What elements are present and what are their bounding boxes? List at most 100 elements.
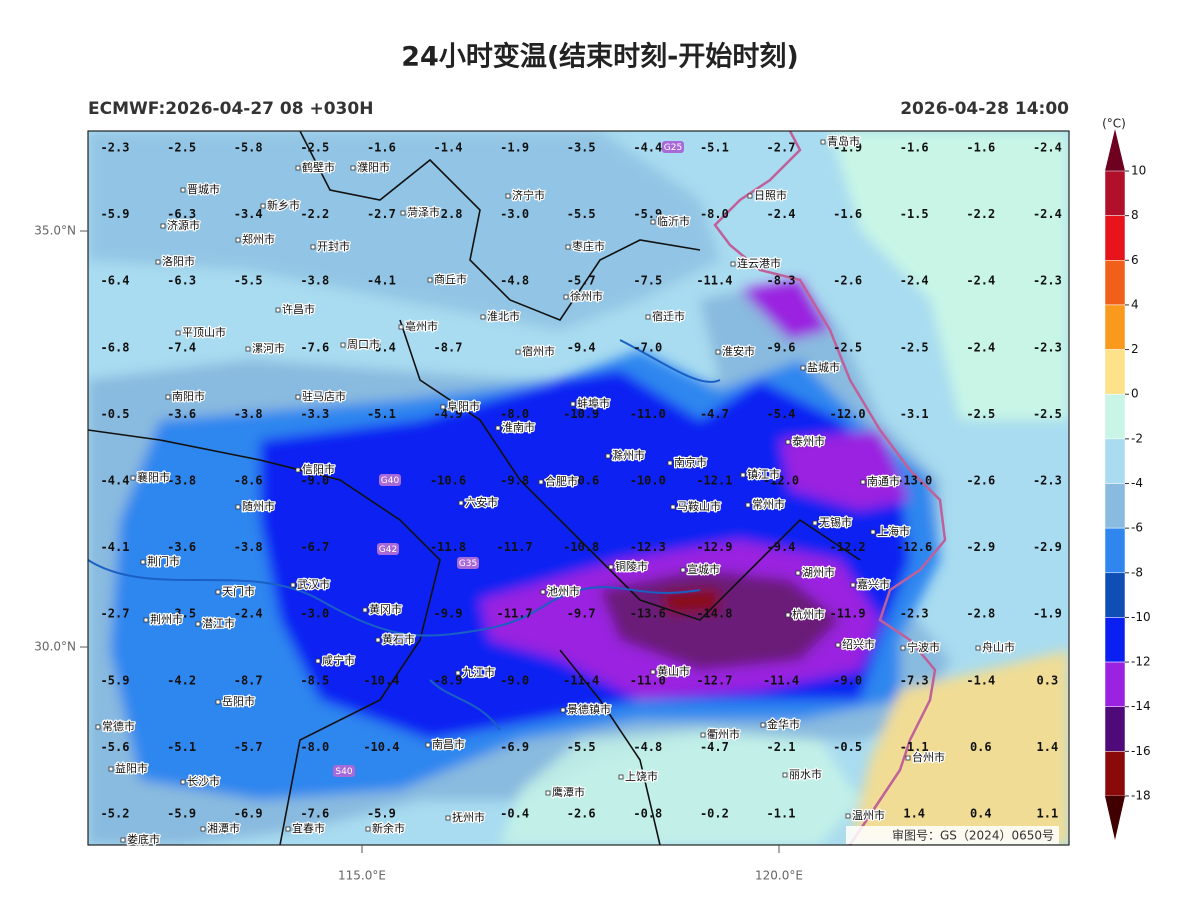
grid-value: -5.9 xyxy=(101,673,130,687)
city-marker xyxy=(747,193,753,199)
city-name: 宿迁市 xyxy=(652,309,685,323)
grid-value: -1.9 xyxy=(833,141,862,155)
city-name: 合肥市 xyxy=(545,474,578,488)
city-name: 漯河市 xyxy=(252,341,285,355)
grid-value: -9.4 xyxy=(767,540,796,554)
city-name: 黄山市 xyxy=(657,664,690,678)
grid-value: -6.4 xyxy=(101,274,130,288)
city-name: 六安市 xyxy=(465,495,498,509)
city-marker xyxy=(820,139,826,145)
city-marker xyxy=(785,439,791,445)
city-marker xyxy=(667,460,673,466)
grid-value: -11.4 xyxy=(696,274,732,288)
colorbar-tick-label: -4 xyxy=(1131,476,1143,490)
grid-value: -11.4 xyxy=(763,673,799,687)
grid-value: -4.7 xyxy=(700,740,729,754)
city-name: 潜江市 xyxy=(202,616,235,630)
city-marker xyxy=(608,564,614,570)
grid-value: -7.0 xyxy=(633,340,662,354)
city-name: 新乡市 xyxy=(267,198,300,212)
grid-value: -2.5 xyxy=(167,141,196,155)
grid-value: -2.6 xyxy=(567,807,596,821)
city-name: 宜春市 xyxy=(292,821,325,835)
road-label: G25 xyxy=(664,143,682,153)
colorbar-tick-label: -6 xyxy=(1131,521,1143,535)
grid-value: -4.2 xyxy=(167,673,196,687)
city-marker xyxy=(835,642,841,648)
grid-value: -4.8 xyxy=(500,274,529,288)
colorbar-band xyxy=(1104,527,1126,574)
colorbar-band xyxy=(1104,170,1126,216)
city-marker xyxy=(650,669,656,675)
city-marker xyxy=(845,813,851,819)
colorbar-band xyxy=(1104,661,1126,707)
grid-value: -13.6 xyxy=(630,607,666,621)
grid-value: -2.6 xyxy=(966,474,995,488)
city-marker xyxy=(515,349,521,355)
city-marker xyxy=(130,475,136,481)
city-name: 武汉市 xyxy=(297,577,330,591)
city-marker xyxy=(570,401,576,407)
grid-value: -4.4 xyxy=(633,141,662,155)
grid-value: -0.8 xyxy=(633,807,662,821)
road-badge xyxy=(379,474,401,486)
grid-value: -0.5 xyxy=(833,740,862,754)
city-marker xyxy=(905,755,911,761)
lat-label: 35.0°N xyxy=(34,224,76,238)
title: 24小时变温(结束时刻-开始时刻) xyxy=(401,41,798,73)
grid-value: -8.5 xyxy=(300,673,329,687)
city-marker xyxy=(618,774,624,780)
colorbar-tick-label: 6 xyxy=(1131,253,1139,267)
grid-value: -1.6 xyxy=(833,207,862,221)
city-name: 常州市 xyxy=(752,497,785,511)
colorbar-tick-label: -10 xyxy=(1131,610,1151,624)
grid-value: -9.7 xyxy=(567,607,596,621)
colorbar-tick-label: 2 xyxy=(1131,342,1139,356)
city-name: 日照市 xyxy=(754,188,787,202)
grid-value: -6.3 xyxy=(167,274,196,288)
grid-value: -12.0 xyxy=(763,474,799,488)
subtitle-left: ECMWF:2026-04-27 08 +030H xyxy=(88,99,373,119)
city-name: 连云港市 xyxy=(737,256,781,270)
city-marker xyxy=(760,722,766,728)
city-name: 许昌市 xyxy=(282,302,315,316)
city-name: 上饶市 xyxy=(625,769,658,783)
grid-value: -5.1 xyxy=(167,740,196,754)
city-marker xyxy=(375,637,381,643)
city-marker xyxy=(362,607,368,613)
grid-value: -9.8 xyxy=(500,474,529,488)
city-marker xyxy=(700,732,706,738)
grid-value: -3.8 xyxy=(234,407,263,421)
grid-value: -4.9 xyxy=(434,407,463,421)
grid-value: -2.5 xyxy=(900,340,929,354)
city-marker xyxy=(505,193,511,199)
grid-value: -8.9 xyxy=(434,673,463,687)
grid-value: -2.4 xyxy=(1033,207,1062,221)
grid-value: -2.4 xyxy=(1033,141,1062,155)
grid-value: -5.9 xyxy=(367,807,396,821)
grid-value: -2.5 xyxy=(833,340,862,354)
city-name: 临沂市 xyxy=(657,214,690,228)
city-marker xyxy=(400,210,406,216)
grid-value: -11.9 xyxy=(830,607,866,621)
grid-value: -2.3 xyxy=(900,607,929,621)
grid-value: -8.0 xyxy=(500,407,529,421)
city-marker xyxy=(560,707,566,713)
grid-value: -13.0 xyxy=(896,474,932,488)
subtitle-right: 2026-04-28 14:00 xyxy=(900,99,1069,119)
city-marker xyxy=(870,529,876,535)
city-name: 菏泽市 xyxy=(407,205,440,219)
grid-value: -11.4 xyxy=(563,673,599,687)
grid-value: -5.7 xyxy=(567,274,596,288)
grid-value: -1.1 xyxy=(767,807,796,821)
grid-value: -8.0 xyxy=(300,740,329,754)
colorbar-tick-label: 0 xyxy=(1131,387,1139,401)
city-marker xyxy=(180,187,186,193)
city-name: 泰州市 xyxy=(792,434,825,448)
road-badge xyxy=(377,543,399,555)
grid-value: -2.4 xyxy=(900,274,929,288)
grid-value: -8.0 xyxy=(700,207,729,221)
grid-value: -5.5 xyxy=(567,740,596,754)
grid-value: -10.0 xyxy=(630,474,666,488)
